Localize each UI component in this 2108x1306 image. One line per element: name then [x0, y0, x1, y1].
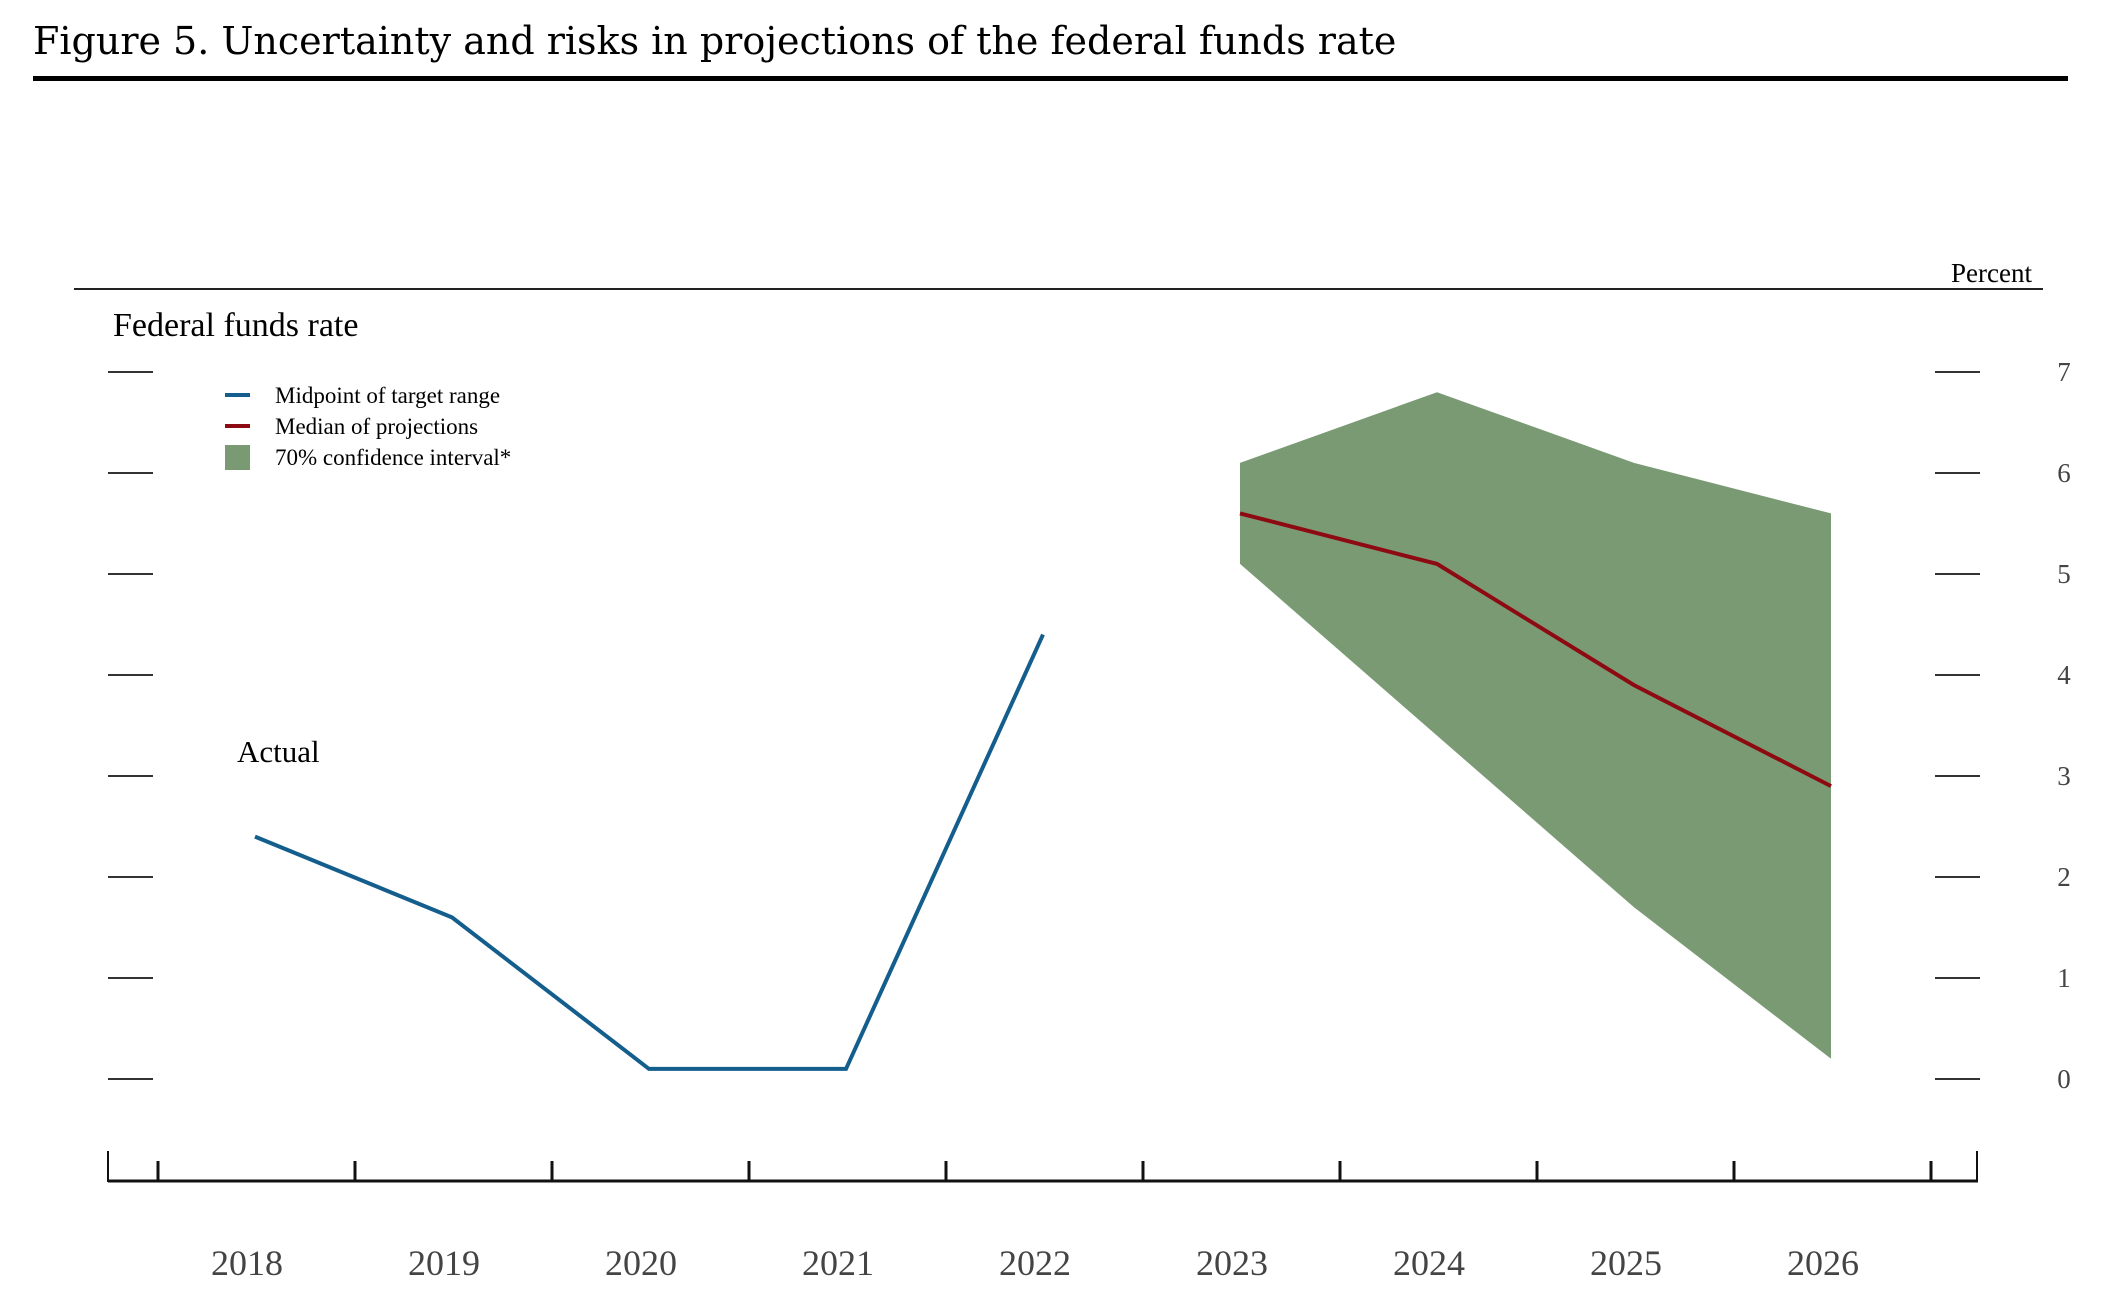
legend-swatch-midpoint — [225, 393, 250, 397]
legend-label-midpoint: Midpoint of target range — [275, 383, 500, 408]
x-tick-label: 2020 — [605, 1243, 677, 1283]
x-tick-label: 2022 — [999, 1243, 1071, 1283]
series-lines-layer — [254, 511, 1832, 1071]
figure-title: Figure 5. Uncertainty and risks in proje… — [33, 19, 1396, 63]
x-tick-label: 2026 — [1787, 1243, 1859, 1283]
x-tick-label: 2023 — [1196, 1243, 1268, 1283]
legend-swatch-median — [225, 424, 250, 428]
y-tick-label: 4 — [2057, 660, 2071, 690]
confidence-band-layer — [1240, 392, 1831, 1059]
y-tick-label: 3 — [2057, 761, 2071, 791]
x-tick-label: 2018 — [211, 1243, 283, 1283]
panel-title: Federal funds rate — [113, 307, 358, 344]
confidence-band — [1240, 392, 1831, 1059]
y-tick-label: 0 — [2057, 1064, 2071, 1094]
x-tick-label: 2024 — [1393, 1243, 1465, 1283]
y-axis-ticks: 0 1 2 3 4 5 6 7 — [108, 357, 2071, 1094]
y-tick-label: 1 — [2057, 963, 2071, 993]
y-axis-unit-label: Percent — [1951, 258, 2032, 288]
x-axis-labels: 2018 2019 2020 2021 2022 2023 2024 2025 2026 — [211, 1243, 1859, 1283]
y-tick-label: 6 — [2057, 458, 2071, 488]
x-tick-label: 2025 — [1590, 1243, 1662, 1283]
x-tick-label: 2021 — [802, 1243, 874, 1283]
title-rule — [33, 76, 2068, 81]
legend-swatch-confidence — [225, 445, 250, 470]
x-tick-label: 2019 — [408, 1243, 480, 1283]
series-line-median — [1239, 511, 1832, 788]
legend-label-median: Median of projections — [275, 414, 478, 439]
annotation-actual: Actual — [237, 734, 320, 769]
y-tick-label: 5 — [2057, 559, 2071, 589]
legend: Midpoint of target range Median of proje… — [225, 383, 511, 470]
y-tick-label: 2 — [2057, 862, 2071, 892]
series-line-midpoint — [254, 633, 1045, 1071]
x-axis — [107, 1151, 1978, 1183]
legend-label-confidence: 70% confidence interval* — [275, 445, 511, 470]
y-tick-label: 7 — [2057, 357, 2071, 387]
